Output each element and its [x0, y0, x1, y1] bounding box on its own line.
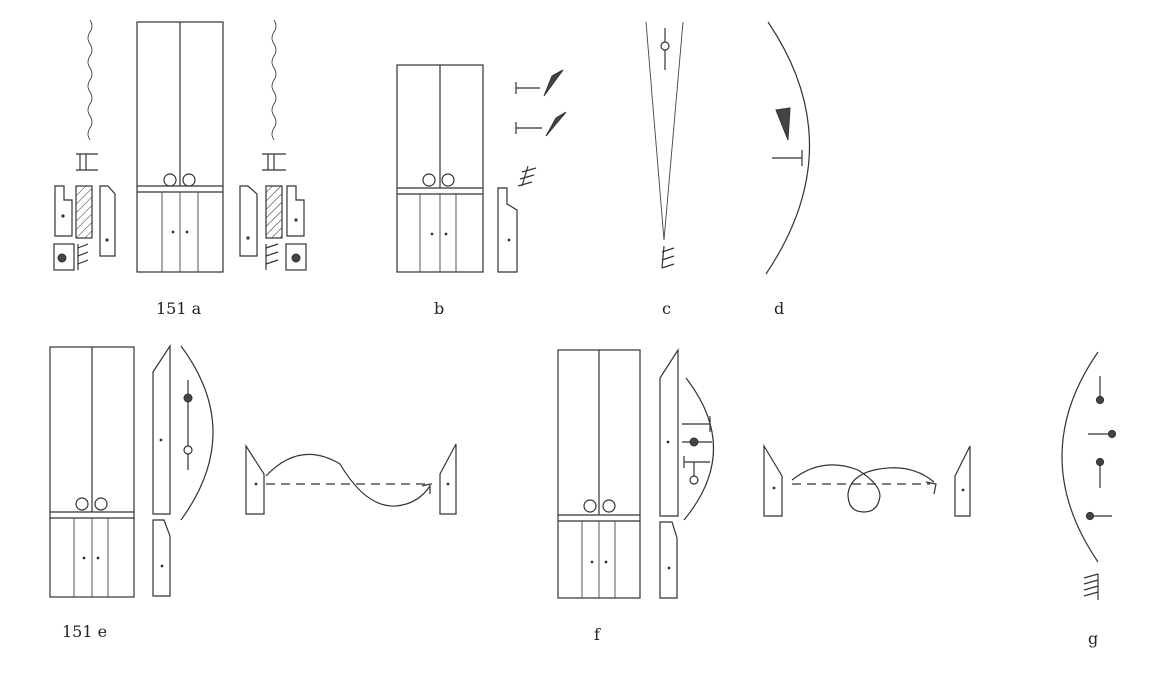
blade-piece: [245, 443, 265, 515]
gnomon-icon: [682, 416, 712, 485]
blade-piece: [439, 443, 457, 515]
pendulum-bob: [660, 41, 670, 51]
figure-151e: [49, 343, 457, 598]
figure-151a: [53, 19, 307, 273]
weight-dot: [291, 253, 301, 263]
left-bracket-piece: [54, 185, 73, 237]
knob-icon: [94, 497, 108, 511]
right-blade-piece: [99, 185, 116, 257]
left-bracket-piece: [239, 185, 258, 257]
wavy-cord-icon: [87, 19, 93, 141]
arrow-icon: [791, 464, 935, 513]
arrow-icon: [265, 453, 431, 507]
hatch-icon: [77, 243, 89, 270]
pendulum-bob: [183, 393, 193, 403]
base-block: [285, 243, 307, 271]
knob-icon: [602, 499, 616, 513]
wedge-edge: [663, 21, 684, 241]
knob-icon: [163, 173, 177, 187]
label-d: d: [774, 299, 784, 318]
cabinet-icon: [557, 349, 641, 599]
wavy-cord-icon: [271, 19, 277, 141]
label-151e: 151 e: [62, 622, 107, 641]
spring-icon: [76, 153, 98, 171]
label-c: c: [662, 299, 671, 318]
hatch-icon: [661, 245, 675, 269]
base-block: [53, 243, 75, 271]
figure-f: [557, 347, 971, 599]
blade-piece: [659, 521, 678, 599]
gnomon-icon: [515, 69, 567, 137]
label-b: b: [434, 299, 444, 318]
hatched-block: [75, 185, 93, 239]
blade-piece: [152, 343, 171, 515]
hatch-icon: [265, 243, 279, 270]
blade-piece: [497, 187, 518, 273]
blade-piece: [659, 347, 679, 517]
blade-piece: [763, 443, 783, 517]
pivot-dot: [246, 236, 250, 240]
hatch-icon: [1083, 573, 1099, 600]
pivot-dot: [105, 238, 109, 242]
arc-icon: [765, 21, 811, 275]
knob-icon: [583, 499, 597, 513]
hatched-block: [265, 185, 283, 239]
blade-piece: [152, 519, 171, 597]
pendulum-icon: [1085, 376, 1117, 521]
blade-piece: [954, 445, 971, 517]
pivot-dot: [61, 214, 65, 218]
label-151a: 151 a: [156, 299, 202, 318]
cabinet-icon: [49, 346, 135, 598]
arc-icon: [180, 345, 214, 521]
knob-icon: [422, 173, 436, 187]
arc-icon: [683, 377, 715, 521]
figure-d: [765, 21, 811, 275]
wedge-edge: [645, 21, 665, 241]
pivot-dot: [294, 218, 298, 222]
spring-icon: [262, 153, 286, 171]
figure-b: [396, 64, 567, 273]
cabinet-icon: [136, 21, 224, 273]
figure-g: [1061, 351, 1117, 600]
gnomon-icon: [775, 107, 791, 141]
hatch-icon: [517, 165, 537, 187]
arc-icon: [1061, 351, 1099, 563]
label-f: f: [594, 625, 601, 644]
pendulum-bob: [183, 445, 193, 455]
knob-icon: [75, 497, 89, 511]
figure-c: [645, 21, 684, 269]
right-blade-piece: [286, 185, 305, 237]
weight-dot: [57, 253, 67, 263]
label-g: g: [1088, 629, 1098, 648]
cabinet-icon: [396, 64, 484, 273]
knob-icon: [182, 173, 196, 187]
knob-icon: [441, 173, 455, 187]
